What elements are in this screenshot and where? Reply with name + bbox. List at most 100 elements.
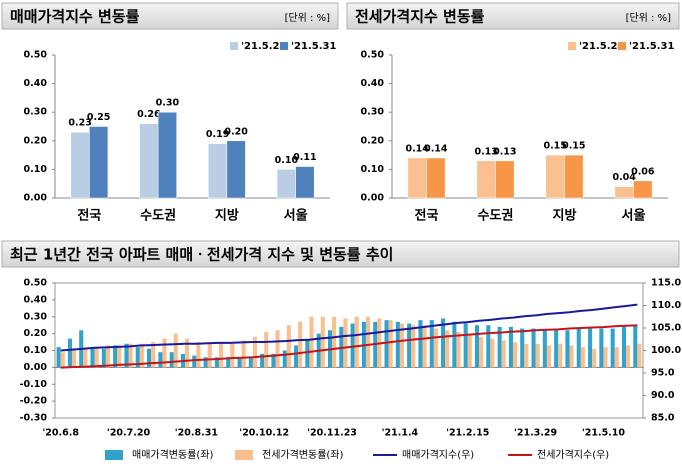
line (60, 303, 638, 352)
value-label: 0.19 (206, 129, 229, 140)
value-label: 0.11 (293, 152, 316, 163)
bar (286, 325, 291, 368)
y-tick-label: -0.30 (20, 413, 48, 424)
bar (603, 347, 608, 368)
legend-swatch (568, 42, 576, 50)
bar (486, 325, 491, 368)
legend-swatch (230, 42, 238, 50)
bar (208, 143, 228, 199)
y2-tick-label: 95.0 (651, 368, 675, 379)
chart-title: 최근 1년간 전국 아파트 매매ㆍ전세가격 지수 및 변동률 추이 (10, 246, 393, 264)
bar (531, 328, 536, 368)
bar (117, 345, 122, 368)
bar (564, 154, 584, 199)
bar (89, 126, 109, 199)
legend-label: 전세가격지수(우) (537, 448, 609, 461)
chart-title: 전세가격지수 변동률 (355, 8, 485, 26)
x-tick-label: '21.3.29 (514, 428, 557, 439)
bar (147, 348, 152, 368)
bar (276, 169, 296, 199)
bar (508, 326, 513, 368)
bar (546, 345, 551, 368)
bar (545, 154, 565, 199)
legend-label: 전세가격변동률(좌) (262, 448, 344, 461)
bar (365, 316, 371, 368)
bar (637, 343, 642, 368)
legend-label: '21.5.24 (241, 41, 286, 52)
value-label: 0.25 (87, 112, 110, 123)
bar (128, 343, 133, 368)
bar (94, 347, 99, 368)
value-label: 0.14 (424, 143, 448, 154)
y-tick-label: 0.30 (24, 107, 48, 118)
bar (395, 321, 400, 368)
chart-title: 매매가격지수 변동률 (10, 8, 140, 26)
bar (271, 353, 276, 368)
bar (621, 326, 627, 368)
value-label: 0.04 (612, 172, 636, 183)
bar (71, 350, 77, 368)
bar (90, 348, 95, 368)
legend-label: 매매가격지수(우) (402, 448, 474, 461)
y-tick-label: 0.10 (24, 164, 48, 175)
unit-label: [단위 : %] (285, 11, 331, 24)
bar (535, 343, 540, 368)
bar (230, 343, 235, 368)
value-label: 0.23 (68, 118, 91, 129)
bar (332, 316, 337, 368)
bar (135, 347, 140, 368)
y-tick-label: 0.30 (361, 107, 385, 118)
x-tick-label: '20.6.8 (42, 428, 79, 439)
bar (512, 342, 518, 368)
bar (196, 342, 201, 368)
bar (83, 348, 88, 368)
bar (452, 321, 457, 368)
unit-label: [단위 : %] (626, 11, 672, 24)
bar (467, 335, 472, 368)
bar (614, 347, 619, 368)
bar (157, 111, 177, 199)
bar (275, 330, 280, 368)
bar (169, 352, 174, 368)
bar (105, 345, 110, 368)
legend-swatch (618, 42, 626, 50)
bar (241, 340, 246, 368)
y2-tick-label: 85.0 (651, 413, 675, 424)
bar (497, 326, 502, 368)
bar (113, 345, 118, 368)
bar (580, 347, 585, 368)
bar (463, 323, 468, 368)
bar (226, 357, 231, 368)
bar (569, 345, 574, 368)
x-tick-label: '20.11.23 (307, 428, 357, 439)
bar (588, 328, 593, 368)
x-tick-label: '21.2.15 (446, 428, 489, 439)
x-tick-label: '20.7.20 (107, 428, 151, 439)
bar (162, 338, 167, 368)
value-label: 0.13 (474, 146, 497, 157)
title-bar (1, 240, 680, 268)
bar (252, 337, 257, 368)
value-label: 0.20 (224, 126, 248, 137)
bar (343, 318, 348, 368)
y-tick-label: 0.20 (24, 328, 48, 339)
bar (520, 328, 525, 368)
value-label: 0.06 (631, 166, 655, 177)
bar (309, 316, 314, 368)
bar (456, 331, 461, 368)
bar (422, 325, 427, 368)
bar (599, 328, 604, 368)
y-tick-label: 0.50 (24, 50, 48, 61)
bar (139, 343, 144, 368)
x-tick-label: 서울 (622, 208, 646, 224)
bar (260, 353, 265, 368)
legend-swatch (235, 450, 253, 460)
bar (294, 345, 299, 368)
bar (207, 343, 212, 368)
legend-label: '21.5.31 (629, 41, 674, 52)
bar (554, 330, 559, 368)
y-tick-label: 0.50 (24, 278, 48, 289)
bar (139, 123, 159, 199)
x-tick-label: '21.5.10 (582, 428, 626, 439)
